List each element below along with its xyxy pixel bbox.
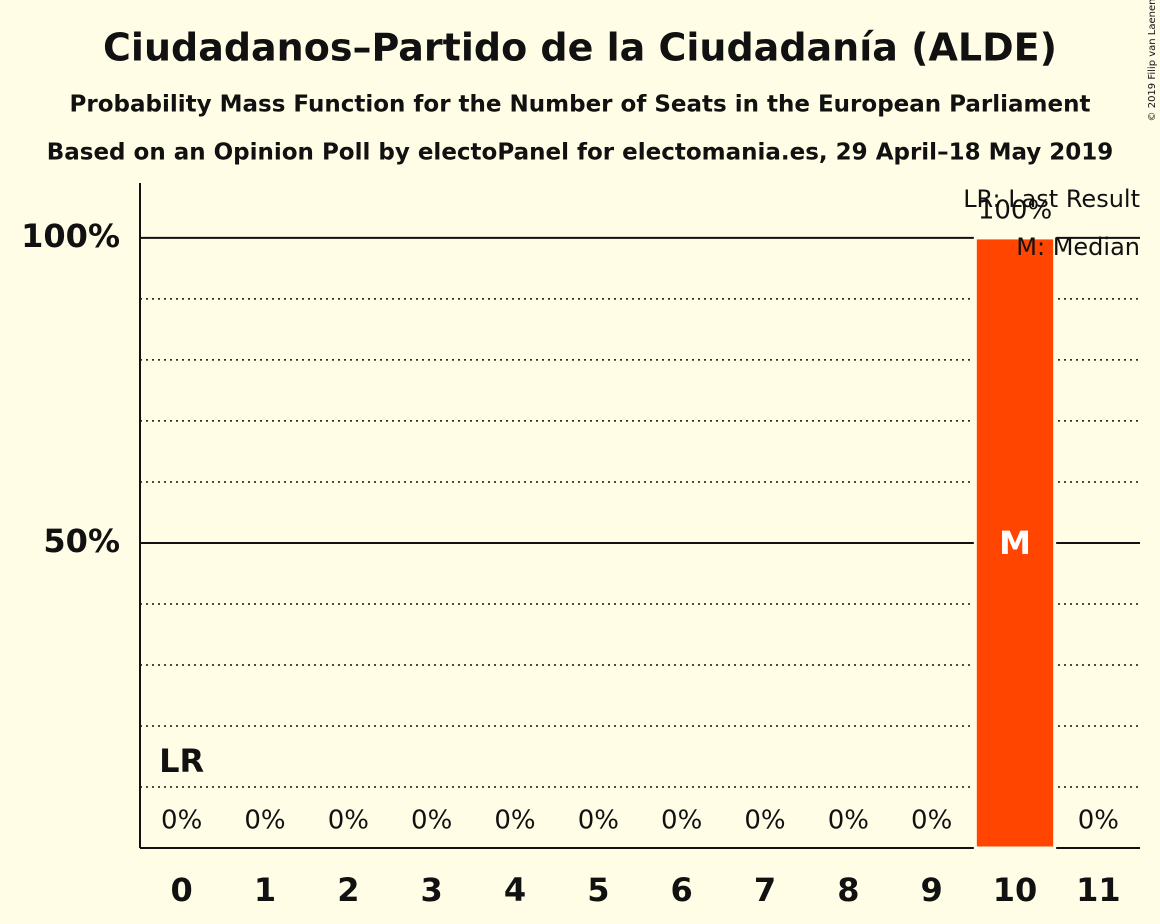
x-tick-label: 3	[421, 871, 443, 909]
chart-subtitle: Probability Mass Function for the Number…	[70, 92, 1091, 118]
x-tick-label: 11	[1076, 871, 1121, 909]
value-label: 0%	[161, 806, 202, 836]
value-label: 0%	[1078, 806, 1119, 836]
legend-entry: M: Median	[1016, 233, 1140, 261]
x-tick-label: 5	[587, 871, 609, 909]
value-label: 0%	[244, 806, 285, 836]
copyright: © 2019 Filip van Laenen	[1147, 0, 1158, 121]
x-tick-label: 2	[337, 871, 359, 909]
value-label: 0%	[911, 806, 952, 836]
median-marker: M	[999, 524, 1031, 562]
x-tick-label: 4	[504, 871, 526, 909]
value-label: 0%	[661, 806, 702, 836]
x-tick-label: 9	[921, 871, 943, 909]
y-tick-label: 100%	[21, 217, 120, 255]
chart-source: Based on an Opinion Poll by electoPanel …	[47, 140, 1114, 166]
x-tick-label: 0	[171, 871, 193, 909]
x-tick-label: 7	[754, 871, 776, 909]
x-tick-label: 10	[993, 871, 1038, 909]
chart-title: Ciudadanos–Partido de la Ciudadanía (ALD…	[103, 26, 1057, 70]
value-label: 0%	[411, 806, 452, 836]
value-label: 0%	[328, 806, 369, 836]
value-label: 0%	[828, 806, 869, 836]
bar	[973, 236, 1057, 850]
x-tick-label: 6	[671, 871, 693, 909]
y-tick-label: 50%	[43, 522, 120, 560]
x-tick-label: 8	[837, 871, 859, 909]
x-tick-label: 1	[254, 871, 276, 909]
value-label: 0%	[578, 806, 619, 836]
legend-entry: LR: Last Result	[963, 185, 1140, 213]
value-label: 0%	[744, 806, 785, 836]
value-label: 100%	[978, 195, 1052, 225]
last-result-marker: LR	[159, 742, 204, 780]
value-label: 0%	[494, 806, 535, 836]
